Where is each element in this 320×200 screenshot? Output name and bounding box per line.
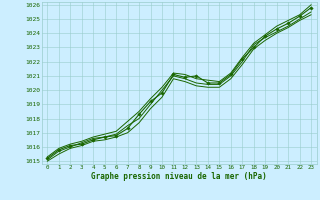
X-axis label: Graphe pression niveau de la mer (hPa): Graphe pression niveau de la mer (hPa) xyxy=(91,172,267,181)
